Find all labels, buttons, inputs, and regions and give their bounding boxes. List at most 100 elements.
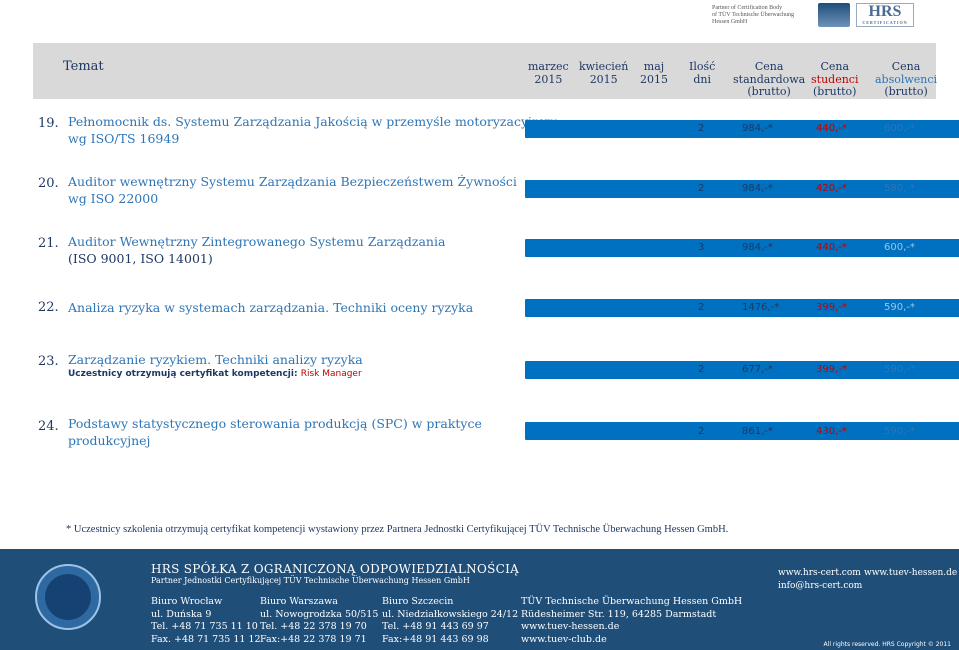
row-title[interactable]: Pełnomocnik ds. Systemu Zarządzania Jako… xyxy=(68,113,559,147)
hrs-logo: HRS CERTIFICATION xyxy=(856,3,914,27)
header-std-l3: (brutto) xyxy=(747,85,791,98)
row-days: 2 xyxy=(698,302,705,313)
row-title[interactable]: Auditor Wewnętrzny Zintegrowanego System… xyxy=(68,233,445,267)
header-abs-l1: Cena xyxy=(891,60,921,73)
row-price-graduates: 600,-* xyxy=(884,242,915,253)
row-price-standard: 861,-* xyxy=(742,426,773,437)
office-address: ul. Nowogrodzka 50/515 xyxy=(260,608,379,620)
header-kwiecien-l2: 2015 xyxy=(589,72,618,86)
seal-inner xyxy=(45,574,91,620)
office-fax: Fax:+48 22 378 19 71 xyxy=(260,633,367,645)
tuv-club-link[interactable]: www.tuev-club.de xyxy=(521,633,607,645)
copyright: All rights reserved. HRS Copyright © 201… xyxy=(823,641,951,648)
row-price-graduates: 580,-* xyxy=(884,183,915,194)
row-title[interactable]: Analiza ryzyka w systemach zarządzania. … xyxy=(68,299,473,316)
header-marzec: marzec 2015 xyxy=(528,60,569,86)
office-szczecin: Biuro Szczecin ul. Niedziałkowskiego 24/… xyxy=(382,596,518,646)
row-price-standard: 984,-* xyxy=(742,242,773,253)
table-row: 19. Pełnomocnik ds. Systemu Zarządzania … xyxy=(38,113,959,153)
row-price-graduates: 590,-* xyxy=(884,364,915,375)
office-tel: Tel. +48 91 443 69 97 xyxy=(382,621,489,632)
office-address: ul. Duńska 9 xyxy=(151,608,212,620)
header-maj-l1: maj xyxy=(643,60,665,73)
row-number: 20. xyxy=(38,176,59,191)
row-title-line2: produkcyjnej xyxy=(68,433,151,448)
header-maj: maj 2015 xyxy=(640,60,668,86)
row-title-line2: (ISO 9001, ISO 14001) xyxy=(68,251,213,266)
logo-line-3: Hessen GmbH xyxy=(712,18,748,25)
office-wroclaw: Biuro Wrocław ul. Duńska 9 Tel. +48 71 7… xyxy=(151,596,261,646)
row-title[interactable]: Auditor wewnętrzny Systemu Zarządzania B… xyxy=(68,173,517,207)
row-days: 2 xyxy=(698,183,705,194)
row-price-students: 420,-* xyxy=(816,183,847,194)
header-std-l1: Cena xyxy=(754,60,784,73)
office-tel: Tel. +48 22 378 19 70 xyxy=(260,621,367,632)
office-address: ul. Niedziałkowskiego 24/12 xyxy=(382,608,519,620)
header-std-l2: standardowa xyxy=(733,72,806,86)
email-link[interactable]: info@hrs-cert.com xyxy=(778,581,863,591)
header-abs-l3: (brutto) xyxy=(884,85,928,98)
footer-subtitle: Partner Jednostki Certyfikującej TÜV Tec… xyxy=(151,576,470,585)
header-cena-studenci: Cena studenci (brutto) xyxy=(811,60,859,99)
partner-logo: Partner of Certification Body of TÜV Tec… xyxy=(712,2,914,28)
row-number: 21. xyxy=(38,236,59,251)
date-bar xyxy=(525,299,959,317)
row-title-line1: Pełnomocnik ds. Systemu Zarządzania Jako… xyxy=(68,114,559,129)
header-ilosc-l1: Ilość xyxy=(689,60,716,73)
header-cena-absolwenci: Cena absolwenci (brutto) xyxy=(875,60,937,99)
table-row: 24. Podstawy statystycznego sterowania p… xyxy=(38,415,959,455)
row-title-line1: Podstawy statystycznego sterowania produ… xyxy=(68,416,482,431)
header-ilosc-dni: Ilość dni xyxy=(689,60,716,86)
office-warszawa: Biuro Warszawa ul. Nowogrodzka 50/515 Te… xyxy=(260,596,378,646)
header-stud-l1: Cena xyxy=(820,60,850,73)
office-name: Biuro Wrocław xyxy=(151,596,223,607)
row-price-graduates: 590,-* xyxy=(884,426,915,437)
row-number: 24. xyxy=(38,419,59,434)
header-stud-l2: studenci xyxy=(811,72,859,86)
date-bar xyxy=(525,180,959,198)
row-price-students: 440,-* xyxy=(816,123,847,134)
row-title-line1: Auditor Wewnętrzny Zintegrowanego System… xyxy=(68,234,446,249)
tuv-address: TÜV Technische Überwachung Hessen GmbH R… xyxy=(521,596,742,646)
row-subtitle-highlight: Risk Manager xyxy=(300,369,362,379)
row-number: 23. xyxy=(38,354,59,369)
row-title-line1: Zarządzanie ryzykiem. Techniki analizy r… xyxy=(68,352,363,367)
row-title-line1: Analiza ryzyka w systemach zarządzania. … xyxy=(68,300,474,315)
row-price-students: 430,-* xyxy=(816,426,847,437)
row-price-students: 440,-* xyxy=(816,242,847,253)
table-row: 23. Zarządzanie ryzykiem. Techniki anali… xyxy=(38,351,959,385)
row-title[interactable]: Zarządzanie ryzykiem. Techniki analizy r… xyxy=(68,351,363,380)
office-name: Biuro Warszawa xyxy=(260,596,338,607)
row-title[interactable]: Podstawy statystycznego sterowania produ… xyxy=(68,415,482,449)
row-price-standard: 677,-* xyxy=(742,364,773,375)
office-tel: Tel. +48 71 735 11 10 xyxy=(151,621,258,632)
header-kwiecien-l1: kwiecień xyxy=(579,60,629,73)
table-row: 20. Auditor wewnętrzny Systemu Zarządzan… xyxy=(38,173,959,213)
row-days: 2 xyxy=(698,426,705,437)
header-ilosc-l2: dni xyxy=(693,72,711,86)
header-temat: Temat xyxy=(63,59,104,74)
footer: HRS SPÓŁKA Z OGRANICZONĄ ODPOWIEDZIALNOŚ… xyxy=(0,549,959,650)
hrs-logo-sub: CERTIFICATION xyxy=(862,20,908,25)
header-cena-standardowa: Cena standardowa (brutto) xyxy=(733,60,806,99)
header-kwiecien: kwiecień 2015 xyxy=(579,60,629,86)
row-price-students: 399,-* xyxy=(816,364,847,375)
logo-line-2: of TÜV Technische Überwachung xyxy=(712,11,795,18)
row-number: 22. xyxy=(38,300,59,315)
header-stud-l3: (brutto) xyxy=(813,85,857,98)
office-fax: Fax. +48 71 735 11 12 xyxy=(151,633,261,645)
tuv-web-link-top[interactable]: www.tuev-hessen.de xyxy=(864,568,958,578)
logo-line-1: Partner of Certification Body xyxy=(712,4,783,11)
row-number: 19. xyxy=(38,116,59,131)
date-bar xyxy=(525,120,959,138)
row-price-graduates: 600,-* xyxy=(884,123,915,134)
row-price-standard: 984,-* xyxy=(742,123,773,134)
hrs-web-link[interactable]: www.hrs-cert.com xyxy=(778,568,861,578)
contact-block: www.hrs-cert.com info@hrs-cert.com xyxy=(778,567,862,593)
row-title-line2: wg ISO/TS 16949 xyxy=(68,131,180,146)
row-days: 3 xyxy=(698,242,705,253)
tuv-web-link[interactable]: www.tuev-hessen.de xyxy=(521,621,620,632)
hrs-logo-name: HRS xyxy=(868,3,902,20)
table-header: Temat marzec 2015 kwiecień 2015 maj 2015… xyxy=(33,43,937,99)
table-row: 21. Auditor Wewnętrzny Zintegrowanego Sy… xyxy=(38,233,959,273)
